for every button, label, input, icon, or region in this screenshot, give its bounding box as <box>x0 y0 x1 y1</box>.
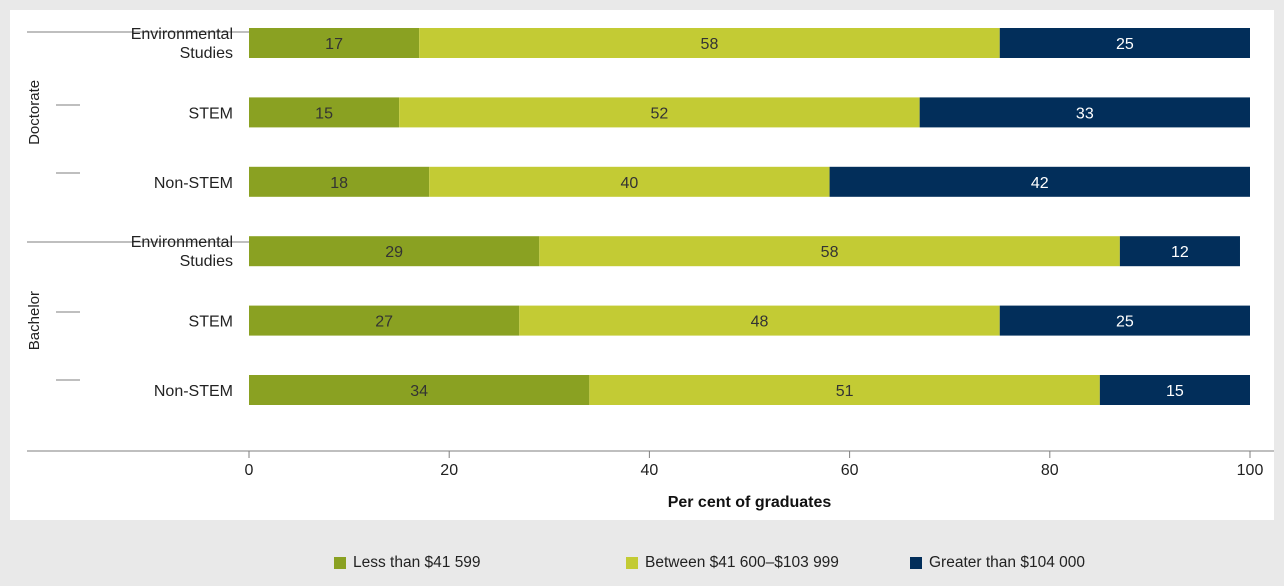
bar-value-label: 12 <box>1171 244 1189 261</box>
bar-segment <box>589 375 1100 405</box>
x-tick-label: 20 <box>440 462 458 479</box>
bar-segment <box>249 305 520 336</box>
bar-value-label: 25 <box>1116 36 1134 53</box>
bar-value-label: 33 <box>1076 105 1094 122</box>
bar-segment <box>419 28 1000 58</box>
bar-segment <box>1099 375 1250 405</box>
bar-segment <box>249 236 540 267</box>
legend-item: Between $41 600–$103 999 <box>626 540 839 586</box>
bar-value-label: 52 <box>651 105 669 122</box>
category-label: Environmental Studies <box>131 234 233 270</box>
bar-segment <box>399 97 920 128</box>
bar-value-label: 40 <box>620 175 638 192</box>
bar-value-label: 34 <box>410 383 428 400</box>
x-tick-label: 80 <box>1041 462 1059 479</box>
bar-value-label: 15 <box>315 105 333 122</box>
bar-segment <box>539 236 1120 267</box>
x-tick-label: 0 <box>245 462 254 479</box>
chart-panel: Doctorate Bachelor Environmental Studies 17 5… <box>10 10 1274 520</box>
category-label: Environmental Studies <box>131 26 233 62</box>
bar-value-label: 48 <box>751 314 769 331</box>
category-label: STEM <box>189 314 233 331</box>
stacked-bar-chart: Doctorate Bachelor Environmental Studies 17 5… <box>26 26 1274 511</box>
bar-value-label: 42 <box>1031 175 1049 192</box>
bar-value-label: 15 <box>1166 383 1184 400</box>
legend: Less than $41 599 Between $41 600–$103 99… <box>0 540 1284 586</box>
bar-segment <box>249 166 430 197</box>
bar-segment <box>1119 236 1240 267</box>
group-label: Doctorate <box>26 80 43 145</box>
legend-item: Greater than $104 000 <box>910 540 1085 586</box>
group-label: Bachelor <box>26 291 43 350</box>
bar-segment <box>249 28 420 58</box>
category-label: Non-STEM <box>154 175 233 192</box>
legend-label: Greater than $104 000 <box>929 554 1085 571</box>
legend-swatch <box>910 557 922 569</box>
legend-label: Between $41 600–$103 999 <box>645 554 839 571</box>
x-tick-label: 40 <box>641 462 659 479</box>
bar-value-label: 51 <box>836 383 854 400</box>
bar-segment <box>519 305 1000 336</box>
bar-segment <box>999 28 1250 58</box>
bar-segment <box>249 375 590 405</box>
bar-segment <box>429 166 830 197</box>
category-label: STEM <box>189 105 233 122</box>
x-tick-label: 60 <box>841 462 859 479</box>
legend-label: Less than $41 599 <box>353 554 481 571</box>
legend-item: Less than $41 599 <box>334 540 481 586</box>
category-label: Non-STEM <box>154 383 233 400</box>
bar-value-label: 18 <box>330 175 348 192</box>
x-tick-label: 100 <box>1237 462 1264 479</box>
bar-segment <box>249 97 400 128</box>
legend-swatch <box>334 557 346 569</box>
bar-value-label: 25 <box>1116 314 1134 331</box>
bar-value-label: 27 <box>375 314 393 331</box>
x-axis-title: Per cent of graduates <box>668 494 832 511</box>
bar-value-label: 58 <box>821 244 839 261</box>
legend-swatch <box>626 557 638 569</box>
bar-value-label: 58 <box>701 36 719 53</box>
bar-value-label: 29 <box>385 244 403 261</box>
bar-segment <box>829 166 1250 197</box>
bar-segment <box>919 97 1250 128</box>
bar-value-label: 17 <box>325 36 343 53</box>
bar-segment <box>999 305 1250 336</box>
